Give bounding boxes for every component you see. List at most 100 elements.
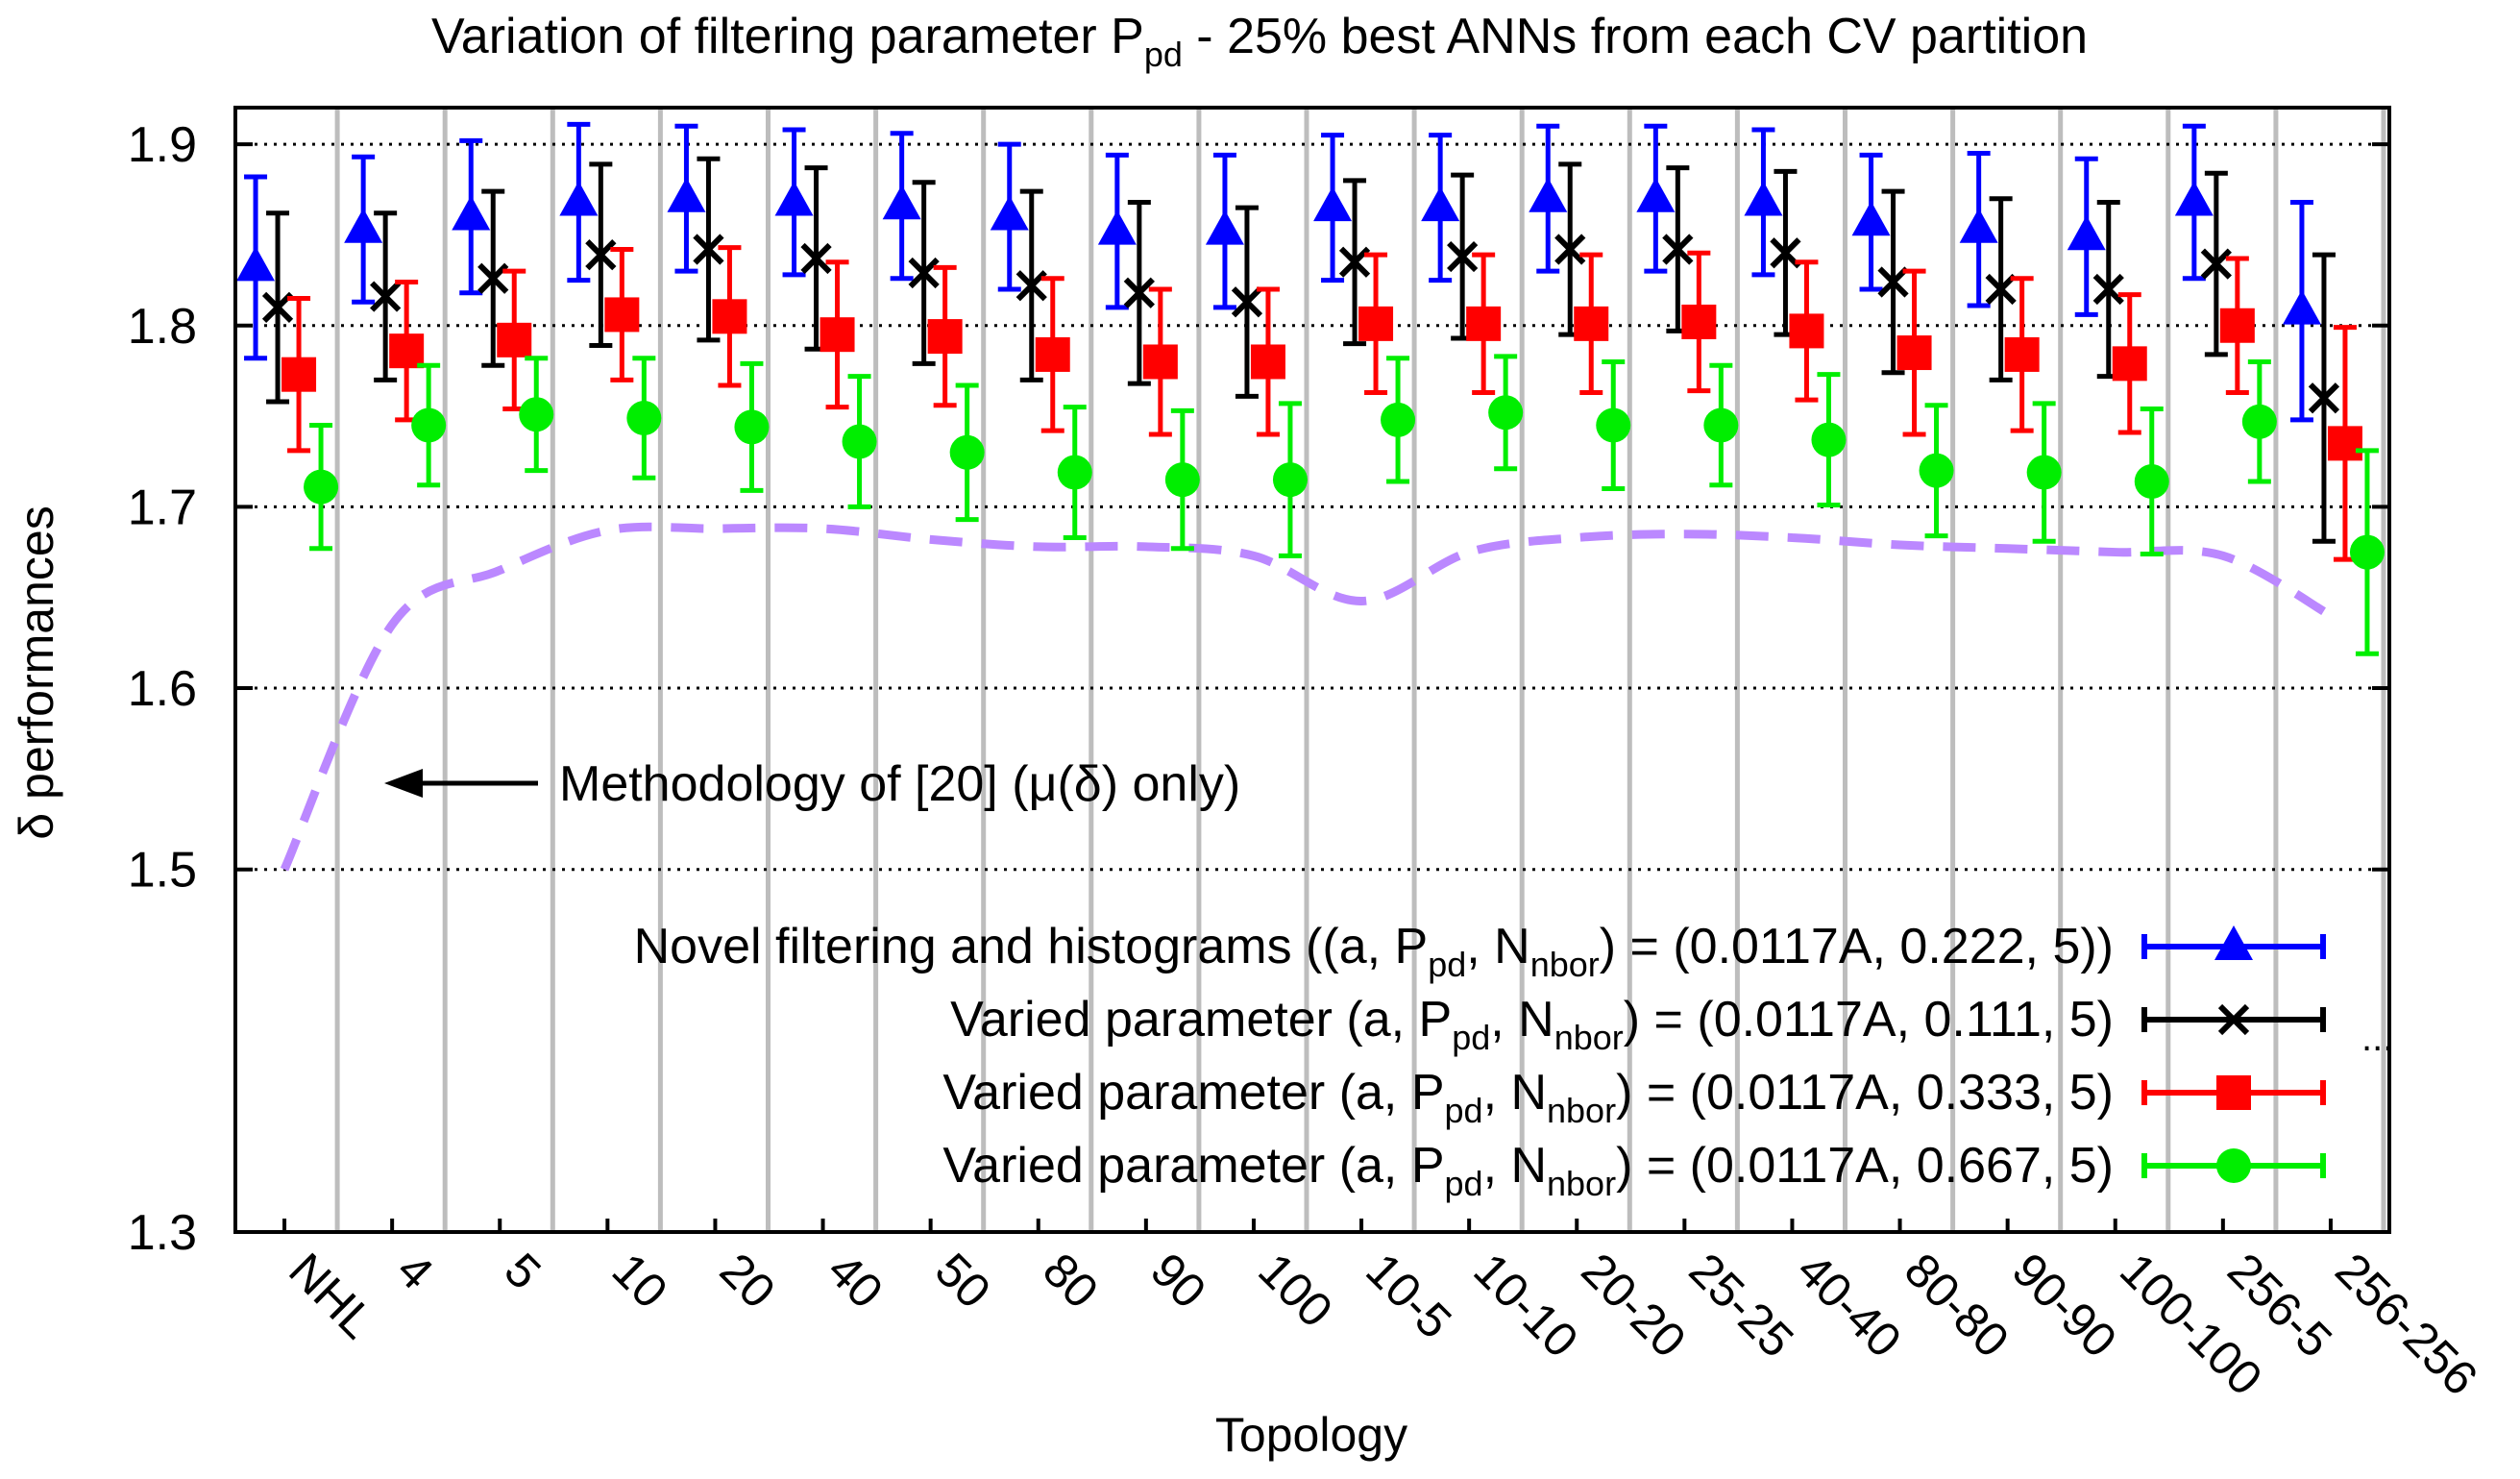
data-point <box>882 185 921 220</box>
data-point-stroke-b <box>261 291 294 324</box>
data-point <box>1123 277 1155 308</box>
x-tick-label: 25-25 <box>1679 1243 1804 1368</box>
data-point-stroke-b <box>585 239 617 271</box>
x-tick-label: 4 <box>386 1243 443 1299</box>
series-triangle <box>236 121 2321 423</box>
annotation-group: Methodology of [20] (μ(δ) only) <box>384 756 1240 812</box>
data-point <box>1554 234 1586 265</box>
data-point <box>2327 426 2362 461</box>
data-point-stroke-b <box>800 242 832 275</box>
data-point <box>261 291 294 324</box>
series-circle <box>304 354 2385 656</box>
data-point <box>2134 463 2169 499</box>
data-point <box>1488 395 1524 431</box>
data-point-stroke-b <box>1447 240 1479 273</box>
data-point <box>712 299 747 334</box>
legend: Novel filtering and histograms ((a, Ppd,… <box>634 919 2394 1203</box>
series-layer <box>236 121 2385 656</box>
x-tick-label: NHL <box>279 1243 384 1348</box>
x-tick-label: 40-40 <box>1787 1243 1912 1368</box>
data-point <box>1313 186 1353 222</box>
data-point <box>1574 306 1609 341</box>
data-point-stroke-b <box>2308 382 2340 414</box>
data-point <box>370 281 402 312</box>
y-tick-label: 1.8 <box>128 299 197 355</box>
data-point <box>1035 336 1070 372</box>
y-axis-label: δ performances <box>10 505 63 839</box>
legend-marker <box>2216 1148 2251 1183</box>
x-tick-label: 10-10 <box>1463 1243 1588 1368</box>
data-point <box>949 434 985 470</box>
legend-ellipsis: ... <box>2361 1017 2393 1059</box>
data-point <box>1703 407 1739 443</box>
data-point <box>626 400 662 435</box>
data-point-stroke-b <box>2200 248 2232 280</box>
data-point-stroke-b <box>1554 234 1586 265</box>
data-point <box>2200 248 2232 280</box>
data-point <box>1272 462 1308 498</box>
data-point-stroke-b <box>2092 273 2124 306</box>
data-point <box>1985 273 2017 306</box>
data-point-stroke-b <box>1015 270 1047 302</box>
data-point <box>1636 177 1676 212</box>
reference-line <box>280 522 2334 872</box>
data-point <box>927 319 963 355</box>
data-point <box>1447 240 1479 273</box>
data-point <box>842 424 877 459</box>
data-point <box>1358 306 1394 341</box>
data-point <box>1250 344 1285 380</box>
data-point <box>2112 346 2147 382</box>
data-point <box>1205 210 1244 245</box>
data-point <box>559 181 599 216</box>
data-point <box>800 242 832 275</box>
data-point <box>304 469 339 505</box>
data-point <box>519 397 554 432</box>
y-tick-label: 1.7 <box>128 480 197 535</box>
data-point <box>2004 336 2040 372</box>
data-point <box>1466 306 1502 341</box>
data-point <box>2241 404 2277 439</box>
data-point <box>1770 237 1801 269</box>
data-point <box>1877 266 1909 298</box>
data-point-stroke-b <box>1123 277 1155 308</box>
data-point <box>2349 534 2385 570</box>
data-point <box>477 262 509 294</box>
data-point <box>236 246 276 282</box>
y-tick-label: 1.3 <box>128 1205 197 1261</box>
data-point <box>693 234 724 265</box>
legend-marker-stroke-b <box>2217 1003 2250 1036</box>
data-point <box>2174 181 2214 216</box>
x-tick-label: 90 <box>1140 1243 1216 1319</box>
data-point <box>281 357 317 392</box>
data-point <box>1231 286 1263 318</box>
chart-title: Variation of filtering parameter Ppd - 2… <box>431 9 2088 74</box>
data-point-stroke-b <box>1231 286 1263 318</box>
data-point-stroke-b <box>1770 237 1801 269</box>
reference-line-layer <box>280 522 2334 872</box>
data-point <box>2219 308 2255 343</box>
x-tick-label: 20 <box>710 1243 786 1319</box>
data-point <box>1381 402 1416 437</box>
data-point <box>734 409 770 445</box>
data-point-stroke-b <box>477 262 509 294</box>
data-point <box>1142 344 1178 380</box>
data-point-stroke-b <box>908 257 940 289</box>
legend-label: Varied parameter (a, Ppd, Nnbor) = (0.01… <box>950 992 2114 1057</box>
data-point <box>452 195 491 231</box>
x-axis-label: Topology <box>1215 1408 1407 1462</box>
x-tick-label: 80-80 <box>1895 1243 2019 1368</box>
plot-frame <box>233 106 2391 1234</box>
data-point <box>411 407 447 443</box>
data-point <box>2092 273 2124 306</box>
data-point <box>1681 304 1717 339</box>
data-point-stroke-b <box>1985 273 2017 306</box>
data-point <box>820 317 855 353</box>
data-point <box>1057 455 1092 490</box>
data-point <box>1896 335 1932 371</box>
x-tick-label: 20-20 <box>1571 1243 1696 1368</box>
x-tick-label: 10-5 <box>1356 1243 1461 1348</box>
series-square <box>281 245 2362 562</box>
data-point <box>604 297 640 333</box>
data-point <box>1097 210 1137 245</box>
data-point <box>1744 181 1783 216</box>
